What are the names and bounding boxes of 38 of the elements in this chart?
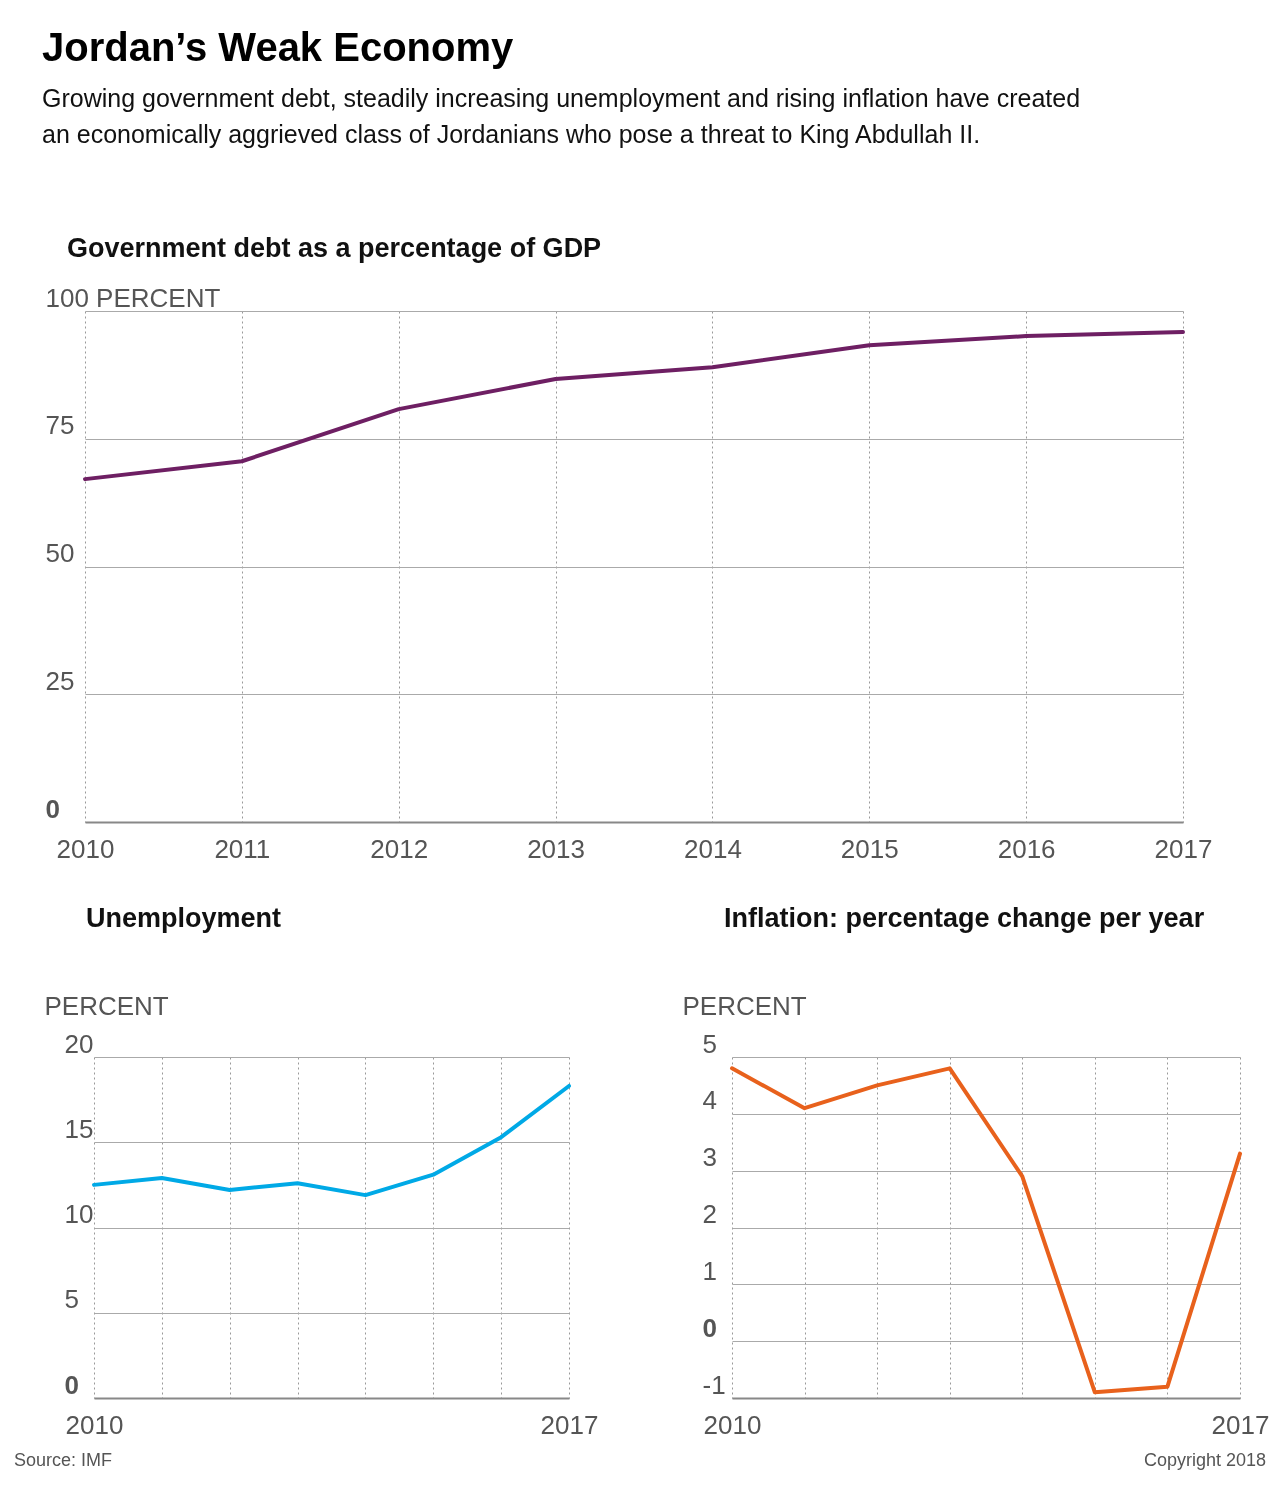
y-axis-title: PERCENT (682, 990, 807, 1021)
text: Jordan’s Weak Economy (42, 25, 515, 70)
x-tick-label: 2013 (527, 833, 585, 864)
y-tick-label: 0 (64, 1369, 79, 1400)
x-tick-label: 2010 (56, 833, 115, 864)
x-tick-label: 2016 (997, 833, 1056, 864)
y-tick-label: 25 (45, 665, 75, 696)
y-tick-label: 2 (702, 1199, 717, 1229)
x-tick-label: 2014 (684, 833, 742, 864)
y-axis-title: PERCENT (44, 990, 169, 1021)
x-tick-label: 2017 (1211, 1409, 1270, 1440)
y-tick-label: -1 (702, 1369, 726, 1400)
y-tick-label: 50 (45, 538, 75, 568)
y-tick-label: 0 (702, 1312, 717, 1343)
y-tick-label: 10 (64, 1199, 94, 1229)
chart-title: Unemployment (86, 903, 282, 933)
y-tick-label: 0 (45, 793, 60, 824)
y-tick-label: 5 (702, 1028, 717, 1059)
y-tick-label: 1 (702, 1255, 717, 1286)
x-tick-label: 2011 (214, 833, 271, 864)
x-tick-label: 2010 (65, 1409, 124, 1440)
x-tick-label: 2012 (370, 833, 429, 864)
x-tick-label: 2017 (1154, 833, 1213, 864)
y-tick-label: 100 PERCENT (45, 282, 221, 313)
x-tick-label: 2015 (840, 833, 899, 864)
y-tick-label: 15 (64, 1113, 94, 1144)
y-tick-label: 20 (64, 1028, 94, 1059)
text: Growing government debt, steadily increasing unemployment and rising inflation have created an economically aggrieved class of Jordanians who pose a threat to King Abdullah II. (42, 83, 1082, 150)
y-tick-label: 4 (702, 1085, 717, 1116)
source-note: Source: IMF (14, 1450, 113, 1471)
text: Copyright 2018 (1143, 1450, 1266, 1471)
chart-title: Government debt as a percentage of GDP (67, 233, 602, 263)
y-tick-label: 5 (64, 1284, 79, 1315)
x-tick-label: 2017 (540, 1409, 599, 1440)
y-tick-label: 3 (702, 1142, 717, 1173)
chart-title: Inflation: percentage change per year (724, 903, 1205, 933)
y-tick-label: 75 (45, 410, 75, 441)
x-tick-label: 2010 (703, 1409, 762, 1440)
